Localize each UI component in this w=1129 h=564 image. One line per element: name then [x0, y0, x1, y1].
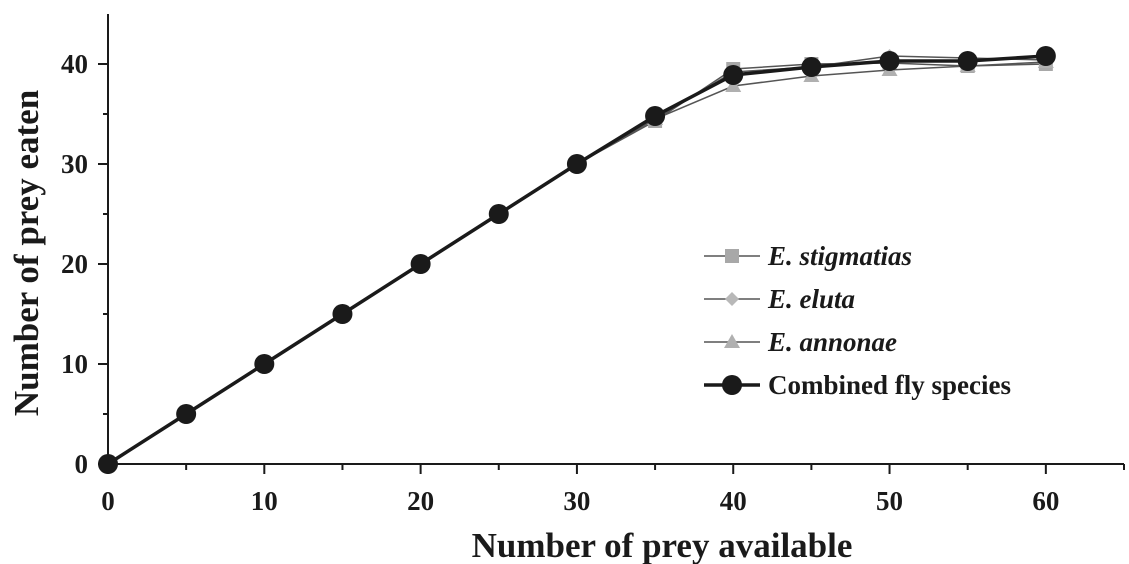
data-point [645, 106, 666, 126]
data-point [254, 354, 275, 374]
data-point [98, 454, 118, 474]
legend-entry: E. annonae [704, 327, 897, 357]
x-tick-label: 10 [251, 486, 278, 516]
legend-entry: E. eluta [704, 284, 855, 314]
legend-label: Combined fly species [768, 370, 1011, 400]
x-tick-label: 20 [407, 486, 434, 516]
data-point [332, 304, 353, 324]
data-point [1035, 46, 1056, 66]
y-tick-label: 0 [75, 449, 89, 479]
series-4 [98, 46, 1056, 474]
x-axis-title: Number of prey available [472, 526, 853, 564]
x-tick-label: 50 [876, 486, 903, 516]
legend-entry: Combined fly species [704, 370, 1011, 400]
legend-marker [725, 292, 739, 306]
y-axis-title: Number of prey eaten [7, 90, 46, 416]
legend-label: E. annonae [767, 327, 897, 357]
data-point [957, 51, 978, 71]
data-point [176, 404, 197, 424]
legend-marker [724, 334, 740, 348]
data-point [488, 204, 509, 224]
legend-marker [725, 249, 739, 263]
data-point [879, 51, 900, 71]
y-tick-label: 10 [61, 349, 88, 379]
x-tick-label: 0 [101, 486, 115, 516]
y-tick-label: 20 [61, 249, 88, 279]
x-tick-label: 60 [1032, 486, 1059, 516]
data-point [410, 254, 431, 274]
axes: 0 10 20 30 40 0 10 20 30 40 50 60 [61, 14, 1125, 516]
data-point [801, 57, 822, 77]
legend-label: E. stigmatias [767, 241, 912, 271]
legend-label: E. eluta [767, 284, 855, 314]
data-point [566, 154, 587, 174]
data-point [723, 65, 744, 85]
series-layer [98, 46, 1056, 474]
x-tick-label: 40 [720, 486, 747, 516]
y-tick-label: 30 [61, 149, 88, 179]
legend: E. stigmatias E. eluta E. annonae Combined … [704, 241, 1011, 400]
x-tick-label: 30 [563, 486, 590, 516]
y-tick-label: 40 [61, 49, 88, 79]
legend-marker [722, 375, 742, 395]
legend-entry: E. stigmatias [704, 241, 912, 271]
